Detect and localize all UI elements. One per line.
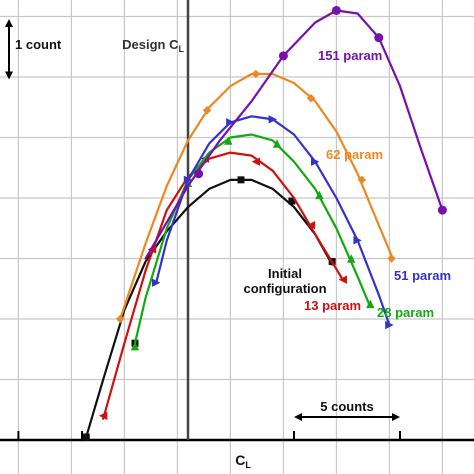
series-line	[102, 151, 344, 420]
series-layer	[82, 5, 447, 441]
series-label: 51 param	[394, 268, 451, 283]
data-point	[251, 157, 261, 166]
five-counts-label: 5 counts	[320, 399, 373, 414]
data-point	[99, 411, 108, 420]
data-point	[306, 93, 316, 103]
data-point	[306, 221, 316, 230]
one-count-arrow-down	[5, 71, 13, 80]
data-point	[278, 51, 288, 61]
five-counts-scale-bar	[294, 413, 400, 421]
data-point	[194, 169, 204, 179]
data-point	[152, 278, 161, 287]
data-point	[385, 320, 394, 330]
data-point	[353, 236, 362, 245]
one-count-arrow-up	[5, 19, 13, 27]
data-point	[437, 205, 447, 215]
series-label: 13 param	[304, 298, 361, 313]
data-point	[272, 139, 282, 148]
x-axis-ticks	[17, 431, 401, 440]
data-point	[357, 175, 367, 185]
x-axis-label-subscript: L	[245, 460, 251, 470]
data-point	[226, 118, 235, 127]
series-label-line: configuration	[243, 281, 326, 296]
series-label: 151 param	[318, 48, 382, 63]
data-point	[237, 176, 245, 184]
data-point	[315, 190, 324, 200]
data-point	[130, 342, 140, 351]
data-point	[338, 275, 347, 284]
data-point	[268, 115, 277, 124]
series-label-line: Initial	[268, 266, 302, 281]
data-point	[251, 69, 261, 79]
data-point	[311, 157, 320, 166]
x-axis-label: CL	[235, 452, 251, 470]
series-line	[144, 9, 444, 260]
data-point	[288, 197, 296, 205]
one-count-scale-bar	[5, 19, 13, 80]
series-label: Initial configuration	[243, 266, 326, 296]
data-point	[115, 314, 125, 324]
five-counts-arrow-right	[392, 413, 400, 421]
one-count-label: 1 count	[15, 37, 62, 52]
series-initial-configuration	[82, 176, 336, 441]
data-point	[183, 175, 193, 185]
design-cl-text: Design C	[122, 37, 179, 52]
series-51-param	[152, 115, 394, 330]
design-cl-label: Design CL	[122, 37, 184, 54]
series-line	[119, 72, 393, 321]
design-cl-subscript: L	[179, 44, 185, 54]
data-point	[82, 433, 90, 441]
series-62-param	[115, 69, 396, 324]
data-point	[331, 5, 341, 15]
series-line	[133, 133, 372, 345]
series-label: 62 param	[326, 147, 383, 162]
x-axis-label-main: C	[235, 452, 245, 468]
data-point	[202, 106, 212, 115]
series-labels: Initial configuration 13 param 28 param 51 p…	[243, 48, 451, 320]
series-label: 28 param	[377, 305, 434, 320]
data-point	[387, 254, 396, 263]
series-13-param	[99, 151, 347, 420]
data-point	[224, 136, 233, 145]
series-151-param	[144, 5, 447, 260]
data-point	[374, 33, 384, 43]
five-counts-arrow-left	[294, 413, 302, 421]
data-point	[347, 254, 356, 263]
data-point	[366, 299, 375, 309]
series-28-param	[130, 133, 375, 351]
